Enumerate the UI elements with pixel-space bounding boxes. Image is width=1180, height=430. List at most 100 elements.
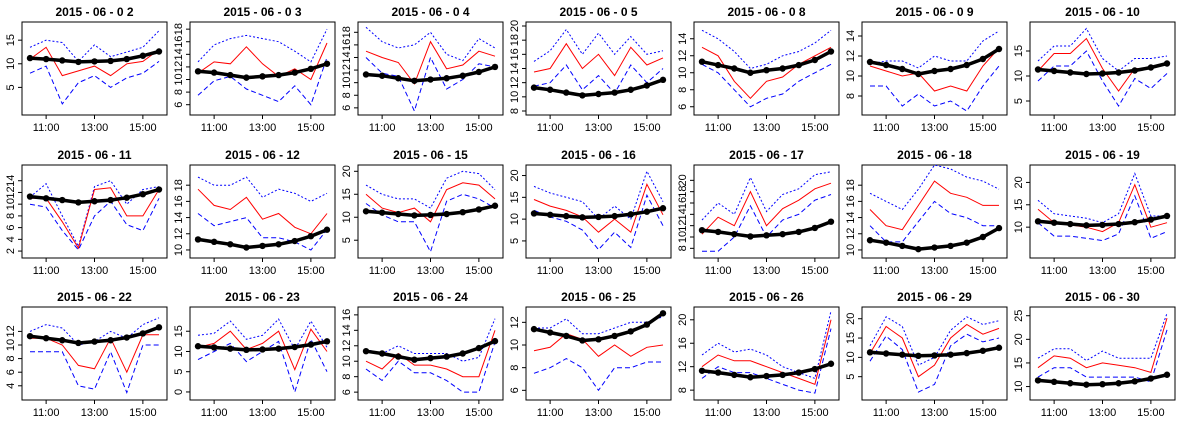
mean-point (307, 341, 315, 348)
mean-point (26, 193, 34, 200)
mean-point (747, 374, 754, 381)
panel: 2015 - 06 - 0 5 8 10 12 14 16 18 20 11:00 13:00 15… (509, 5, 672, 134)
lower-bound-line (869, 200, 999, 243)
y-tick-label: 12 (509, 77, 521, 89)
mean-point (643, 82, 651, 89)
mean-point (627, 328, 634, 335)
mean-point (291, 69, 298, 76)
mean-point (427, 211, 434, 219)
upper-bound-line (869, 164, 1000, 211)
mean-point (427, 76, 434, 83)
y-tick-label: 2 (5, 248, 17, 254)
x-tick-label: 11:00 (873, 265, 900, 277)
y-tick-label: 20 (509, 20, 521, 32)
observed-line (533, 183, 664, 234)
mean-point (546, 329, 554, 336)
mean-point (475, 344, 483, 352)
panel-title: 2015 - 06 - 11 (57, 148, 131, 162)
y-tick-label: 14 (5, 175, 17, 187)
x-tick-label: 11:00 (1041, 265, 1068, 277)
mean-point (210, 344, 218, 351)
panel-title: 2015 - 06 - 26 (729, 290, 804, 304)
y-tick-label: 20 (1013, 176, 1025, 188)
x-tick-label: 11:00 (33, 265, 60, 277)
mean-point (915, 245, 922, 253)
mean-point (243, 74, 250, 81)
mean-point (243, 244, 250, 251)
mean-point (42, 335, 50, 342)
mean-point (443, 210, 450, 218)
y-tick-label: 15 (341, 188, 353, 200)
y-tick-label: 15 (845, 332, 857, 344)
lower-bound-line (701, 328, 832, 394)
y-tick-label: 18 (341, 26, 353, 38)
mean-point (979, 55, 987, 63)
y-tick-label: 5 (1013, 98, 1025, 104)
mean-point (963, 349, 970, 357)
observed-line (30, 187, 160, 250)
mean-point (1034, 377, 1042, 384)
mean-point (123, 194, 130, 201)
x-tick-label: 11:00 (537, 265, 564, 277)
mean-point (123, 334, 130, 341)
mean-point (563, 89, 570, 96)
y-tick-label: 20 (677, 174, 689, 186)
mean-point (747, 233, 754, 240)
mean-point (475, 206, 483, 213)
x-tick-label: 15:00 (297, 122, 325, 134)
y-tick-label: 20 (1013, 333, 1025, 345)
y-tick-label: 10 (845, 70, 857, 82)
y-tick-label: 10 (509, 339, 521, 351)
upper-bound-line (1037, 313, 1168, 362)
mean-point (811, 365, 819, 373)
y-tick-label: 6 (5, 369, 17, 375)
mean-point (1083, 222, 1090, 229)
mean-point (714, 369, 722, 376)
mean-point (1131, 219, 1138, 226)
observed-line (197, 328, 328, 372)
mean-point (123, 55, 130, 63)
mean-point (827, 360, 835, 367)
y-tick-label: 14 (173, 48, 185, 60)
observed-line (365, 40, 496, 85)
mean-point (899, 351, 906, 358)
y-tick-label: 10 (5, 58, 17, 70)
mean-point (947, 351, 954, 358)
mean-point (611, 89, 618, 96)
y-tick-label: 16 (677, 337, 689, 349)
y-tick-label: 10 (173, 73, 185, 85)
mean-point (323, 226, 331, 233)
y-tick-label: 16 (173, 195, 185, 207)
mean-point (731, 230, 738, 238)
y-tick-label: 16 (509, 48, 521, 60)
observed-line (365, 182, 496, 223)
lower-bound-line (197, 57, 328, 106)
panel-title: 2015 - 06 - 24 (393, 290, 468, 304)
mean-point (579, 337, 586, 344)
y-tick-label: 12 (341, 64, 353, 76)
mean-point (107, 196, 114, 204)
mean-point (275, 345, 282, 352)
y-tick-label: 14 (341, 51, 353, 63)
observed-line (533, 42, 664, 77)
y-tick-label: 16 (341, 309, 353, 321)
x-tick-label: 11:00 (537, 407, 564, 419)
x-tick-label: 13:00 (585, 122, 613, 134)
mean-point (546, 86, 554, 93)
mean-point (91, 198, 98, 205)
y-tick-label: 8 (341, 374, 353, 380)
mean-point (443, 353, 450, 360)
mean-point (779, 371, 786, 379)
panel-title: 2015 - 06 - 0 8 (727, 5, 805, 19)
mean-point (1115, 220, 1122, 228)
mean-point (475, 68, 483, 76)
upper-bound-line (365, 26, 496, 62)
mean-point (59, 57, 66, 64)
y-tick-label: 6 (5, 225, 17, 231)
y-tick-label: 14 (509, 62, 521, 74)
y-tick-label: 8 (341, 92, 353, 98)
mean-point (194, 236, 202, 243)
mean-point (411, 212, 418, 219)
x-tick-label: 15:00 (1137, 122, 1165, 134)
